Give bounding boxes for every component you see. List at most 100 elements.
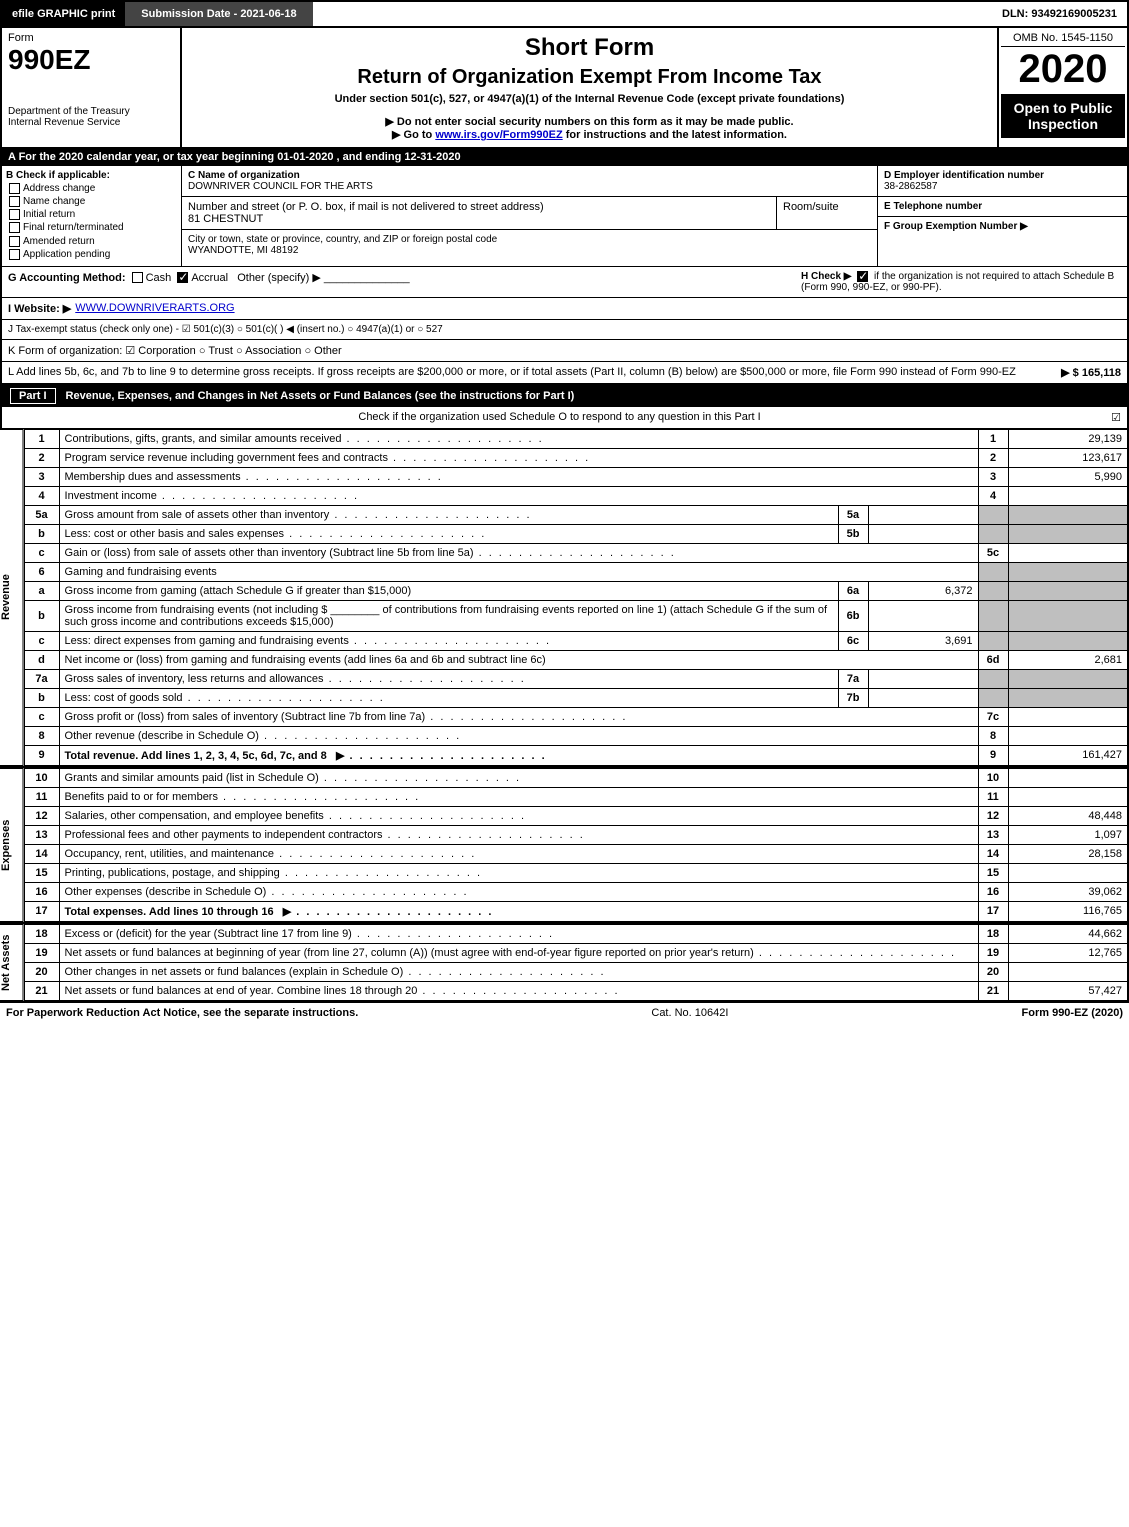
room-label: Room/suite — [783, 201, 839, 213]
part-1-header: Part I Revenue, Expenses, and Changes in… — [0, 385, 1129, 407]
f-label: F Group Exemption Number ▶ — [884, 221, 1028, 232]
expenses-section: Expenses 10Grants and similar amounts pa… — [0, 768, 1129, 924]
footer-left: For Paperwork Reduction Act Notice, see … — [6, 1007, 358, 1019]
l-text: L Add lines 5b, 6c, and 7b to line 9 to … — [8, 366, 1061, 379]
line-5a: 5a Gross amount from sale of assets othe… — [24, 505, 1128, 524]
expenses-table: 10Grants and similar amounts paid (list … — [24, 768, 1129, 922]
line-11: 11Benefits paid to or for members11 — [24, 787, 1128, 806]
note-goto-post: for instructions and the latest informat… — [563, 129, 787, 141]
row-g-h: G Accounting Method: Cash Accrual Other … — [0, 267, 1129, 298]
page-footer: For Paperwork Reduction Act Notice, see … — [0, 1003, 1129, 1023]
part-1-checkbox[interactable]: ☑ — [1111, 411, 1121, 424]
city-label: City or town, state or province, country… — [188, 234, 497, 245]
dept-irs: Internal Revenue Service — [8, 117, 174, 128]
row-g: G Accounting Method: Cash Accrual Other … — [8, 271, 801, 293]
row-a-tax-year: A For the 2020 calendar year, or tax yea… — [0, 149, 1129, 166]
line-16: 16Other expenses (describe in Schedule O… — [24, 882, 1128, 901]
check-address-change[interactable]: Address change — [6, 183, 177, 194]
line-5b: b Less: cost or other basis and sales ex… — [24, 524, 1128, 543]
netassets-side-label: Net Assets — [0, 924, 24, 1001]
tax-year: 2020 — [1001, 47, 1125, 92]
check-name-change[interactable]: Name change — [6, 196, 177, 207]
box-f-group: F Group Exemption Number ▶ — [878, 217, 1127, 236]
line-17: 17Total expenses. Add lines 10 through 1… — [24, 901, 1128, 921]
g-label: G Accounting Method: — [8, 272, 126, 284]
net-assets-table: 18Excess or (deficit) for the year (Subt… — [24, 924, 1129, 1001]
website-link[interactable]: WWW.DOWNRIVERARTS.ORG — [75, 302, 234, 315]
box-e-phone: E Telephone number — [878, 197, 1127, 217]
submission-date: Submission Date - 2021-06-18 — [125, 2, 312, 26]
addr-label: Number and street (or P. O. box, if mail… — [188, 201, 544, 213]
check-final-return[interactable]: Final return/terminated — [6, 222, 177, 233]
form-word: Form — [8, 32, 174, 44]
note-goto-pre: ▶ Go to — [392, 129, 435, 141]
header-right: OMB No. 1545-1150 2020 Open to Public In… — [997, 28, 1127, 147]
line-15: 15Printing, publications, postage, and s… — [24, 863, 1128, 882]
check-amended-return[interactable]: Amended return — [6, 236, 177, 247]
note-goto: ▶ Go to www.irs.gov/Form990EZ for instru… — [188, 128, 991, 141]
net-assets-section: Net Assets 18Excess or (deficit) for the… — [0, 924, 1129, 1003]
revenue-table: 1 Contributions, gifts, grants, and simi… — [24, 429, 1129, 766]
box-d-ein: D Employer identification number 38-2862… — [878, 166, 1127, 197]
expenses-side-label: Expenses — [0, 768, 24, 922]
box-b-checks: B Check if applicable: Address change Na… — [2, 166, 182, 266]
check-cash[interactable] — [132, 272, 143, 283]
line-7a: 7a Gross sales of inventory, less return… — [24, 669, 1128, 688]
check-accrual[interactable] — [177, 272, 188, 283]
short-form-title: Short Form — [188, 34, 991, 62]
line-6c: c Less: direct expenses from gaming and … — [24, 631, 1128, 650]
return-title: Return of Organization Exempt From Incom… — [188, 66, 991, 89]
line-12: 12Salaries, other compensation, and empl… — [24, 806, 1128, 825]
dln-label: DLN: 93492169005231 — [992, 2, 1127, 26]
ein-value: 38-2862587 — [884, 181, 937, 192]
line-4: 4 Investment income 4 — [24, 486, 1128, 505]
note-ssn: ▶ Do not enter social security numbers o… — [188, 115, 991, 128]
under-section: Under section 501(c), 527, or 4947(a)(1)… — [188, 93, 991, 105]
city-box: City or town, state or province, country… — [182, 230, 877, 260]
entity-right: D Employer identification number 38-2862… — [877, 166, 1127, 266]
addr-value: 81 CHESTNUT — [188, 213, 263, 225]
box-c-name: C Name of organization DOWNRIVER COUNCIL… — [182, 166, 877, 197]
form-number: 990EZ — [8, 44, 174, 76]
line-19: 19Net assets or fund balances at beginni… — [24, 943, 1128, 962]
line-14: 14Occupancy, rent, utilities, and mainte… — [24, 844, 1128, 863]
top-bar: efile GRAPHIC print Submission Date - 20… — [0, 0, 1129, 28]
line-5c: c Gain or (loss) from sale of assets oth… — [24, 543, 1128, 562]
h-label: H Check ▶ — [801, 271, 851, 282]
line-6d: d Net income or (loss) from gaming and f… — [24, 650, 1128, 669]
part-1-title: Revenue, Expenses, and Changes in Net As… — [66, 390, 575, 402]
entity-grid: B Check if applicable: Address change Na… — [0, 166, 1129, 267]
line-7b: b Less: cost of goods sold 7b — [24, 688, 1128, 707]
irs-link[interactable]: www.irs.gov/Form990EZ — [435, 129, 562, 141]
city-value: WYANDOTTE, MI 48192 — [188, 245, 298, 256]
line-6b: b Gross income from fundraising events (… — [24, 600, 1128, 631]
line-2: 2 Program service revenue including gove… — [24, 448, 1128, 467]
i-label: I Website: ▶ — [8, 302, 71, 315]
address-box: Number and street (or P. O. box, if mail… — [182, 197, 777, 229]
line-21: 21Net assets or fund balances at end of … — [24, 981, 1128, 1000]
check-h[interactable] — [857, 271, 868, 282]
line-6: 6 Gaming and fundraising events — [24, 562, 1128, 581]
row-j-tax-exempt: J Tax-exempt status (check only one) - ☑… — [0, 320, 1129, 340]
line-6a: a Gross income from gaming (attach Sched… — [24, 581, 1128, 600]
dept-treasury: Department of the Treasury — [8, 106, 174, 117]
line-9: 9 Total revenue. Add lines 1, 2, 3, 4, 5… — [24, 745, 1128, 765]
check-initial-return[interactable]: Initial return — [6, 209, 177, 220]
e-label: E Telephone number — [884, 201, 982, 212]
entity-mid: C Name of organization DOWNRIVER COUNCIL… — [182, 166, 877, 266]
check-application-pending[interactable]: Application pending — [6, 249, 177, 260]
header-center: Short Form Return of Organization Exempt… — [182, 28, 997, 147]
line-8: 8 Other revenue (describe in Schedule O)… — [24, 726, 1128, 745]
row-l-gross-receipts: L Add lines 5b, 6c, and 7b to line 9 to … — [0, 362, 1129, 385]
d-label: D Employer identification number — [884, 170, 1044, 181]
line-7c: c Gross profit or (loss) from sales of i… — [24, 707, 1128, 726]
room-suite-box: Room/suite — [777, 197, 877, 229]
line-10: 10Grants and similar amounts paid (list … — [24, 768, 1128, 787]
efile-label: efile GRAPHIC print — [2, 2, 125, 26]
footer-mid: Cat. No. 10642I — [651, 1007, 728, 1019]
l-amount: ▶ $ 165,118 — [1061, 366, 1121, 379]
footer-right: Form 990-EZ (2020) — [1022, 1007, 1123, 1019]
revenue-section: Revenue 1 Contributions, gifts, grants, … — [0, 429, 1129, 768]
line-13: 13Professional fees and other payments t… — [24, 825, 1128, 844]
header-left: Form 990EZ Department of the Treasury In… — [2, 28, 182, 147]
